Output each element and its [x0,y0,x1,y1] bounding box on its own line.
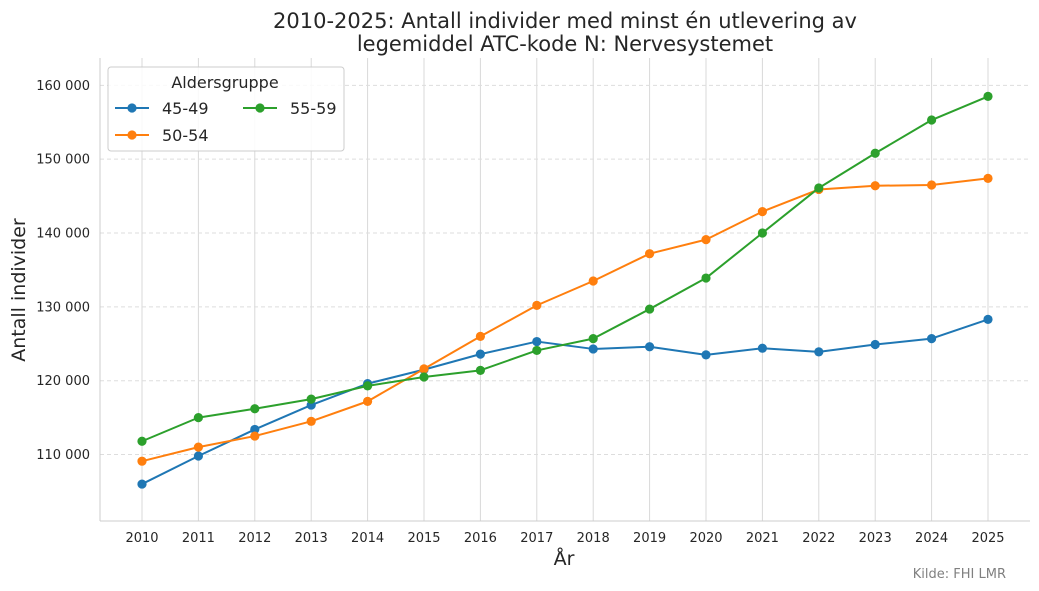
legend-entries: 45-49 50-54 55-59 [115,99,337,145]
data-point [757,228,768,238]
y-tick-label: 120 000 [36,374,90,389]
legend: Aldersgruppe 45-49 50-54 55-59 [107,66,345,152]
data-point [701,235,711,245]
data-point [306,394,316,404]
x-tick-label: 2016 [464,531,497,546]
y-tick-label: 130 000 [36,300,90,315]
data-point [983,314,993,325]
series-line [141,177,989,463]
data-point [137,479,147,489]
data-point [983,91,993,101]
x-tick-label: 2015 [407,531,440,546]
data-point [814,347,824,357]
legend-title: Aldersgruppe [171,73,278,92]
x-tick-label: 2017 [520,531,553,546]
y-tick-label: 150 000 [36,153,90,168]
y-axis-label: Antall individer [8,218,30,362]
data-point [363,381,373,391]
data-point [701,273,711,283]
series-55-59 [137,91,993,446]
x-tick-label: 2014 [351,531,384,546]
data-point [419,364,429,374]
data-point [588,334,598,344]
data-point [588,344,598,354]
legend-entry: 45-49 [115,99,209,118]
data-point [532,345,542,356]
source-note: Kilde: FHI LMR [913,567,1006,582]
data-point [588,276,598,286]
data-point [475,331,485,341]
data-point [137,436,147,446]
data-point [645,342,655,352]
legend-label: 45-49 [162,99,209,118]
data-point [757,206,768,217]
data-point [927,115,937,125]
data-point [419,372,429,382]
data-point [193,413,203,423]
x-axis-ticks: 2010 2011 2012 2013 2014 2015 2016 2017 2018 2019… [125,531,1004,546]
y-tick-label: 160 000 [36,79,90,94]
y-tick-label: 140 000 [36,227,90,242]
data-point [532,300,542,310]
legend-label: 50-54 [162,126,209,145]
y-tick-label: 110 000 [36,448,90,463]
x-tick-label: 2011 [182,531,215,546]
data-point [757,343,768,353]
x-tick-label: 2010 [125,531,158,546]
x-tick-label: 2025 [971,531,1004,546]
legend-marker [255,103,265,113]
chart-title-line-2: legemiddel ATC-kode N: Nervesystemet [357,32,773,56]
data-point [250,431,260,441]
series-line [141,95,989,443]
x-tick-label: 2024 [915,531,948,546]
data-point [475,365,485,375]
axes [99,58,1030,522]
x-tick-label: 2023 [859,531,892,546]
data-point [814,183,824,193]
chart-title-line-1: 2010-2025: Antall individer med minst én… [273,9,857,33]
data-point [645,304,655,314]
data-point [306,416,316,426]
legend-label: 55-59 [290,99,337,118]
data-point [193,451,203,461]
data-point [927,180,937,190]
legend-marker [127,103,137,113]
data-point [250,424,260,435]
legend-marker [127,130,137,140]
x-tick-label: 2013 [295,531,328,546]
series-lines [137,91,993,489]
data-point [927,334,937,344]
x-axis-label: År [554,547,575,570]
y-axis-ticks: 110 000 120 000 130 000 140 000 150 000 160 0… [36,79,90,463]
data-point [870,181,880,191]
x-tick-label: 2018 [577,531,610,546]
series-50-54 [137,173,993,466]
legend-entry: 50-54 [115,126,209,145]
data-point [701,350,711,360]
data-point [363,396,373,406]
x-tick-label: 2012 [238,531,271,546]
legend-box [107,66,345,152]
x-tick-label: 2022 [802,531,835,546]
data-point [193,442,203,452]
x-tick-label: 2019 [633,531,666,546]
data-point [870,148,880,158]
x-tick-label: 2021 [746,531,779,546]
grid [100,58,1030,521]
data-point [250,404,260,414]
series-45-49 [137,314,993,489]
data-point [532,336,542,347]
legend-entry: 55-59 [243,99,337,118]
data-point [475,349,485,359]
data-point [645,249,655,259]
x-tick-label: 2020 [689,531,722,546]
data-point [983,173,993,183]
data-point [137,456,147,466]
data-point [870,339,880,350]
